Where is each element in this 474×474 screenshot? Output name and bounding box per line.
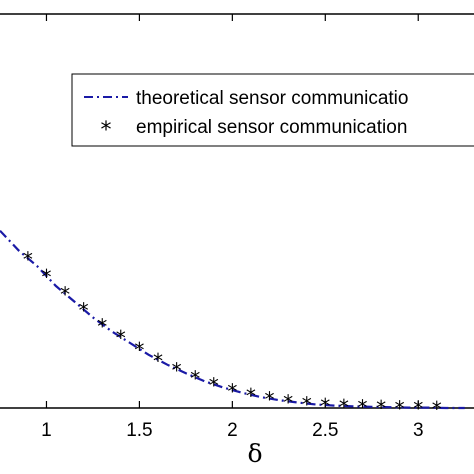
data-point-empirical: * — [395, 397, 405, 421]
x-axis-label: δ — [247, 439, 262, 468]
data-point-empirical: * — [153, 349, 163, 373]
x-axis-ticks: 1 1.5 2 2.5 3 — [41, 14, 424, 441]
x-tick-label: 2 — [227, 420, 238, 441]
data-point-empirical: * — [339, 395, 349, 419]
legend-label-empirical: empirical sensor communication — [136, 117, 407, 138]
data-point-empirical: * — [376, 396, 386, 420]
data-point-empirical: * — [116, 326, 126, 350]
x-tick-label: 1 — [41, 420, 52, 441]
data-point-empirical: * — [283, 390, 293, 414]
data-point-empirical: * — [42, 265, 52, 289]
axes — [0, 13, 474, 409]
data-point-empirical: * — [23, 247, 33, 271]
data-point-empirical: * — [432, 397, 442, 421]
data-point-empirical: * — [209, 373, 219, 397]
data-point-empirical: * — [358, 395, 368, 419]
data-point-empirical: * — [134, 338, 144, 362]
x-tick-label: 3 — [413, 420, 424, 441]
data-point-empirical: * — [60, 283, 70, 307]
data-point-empirical: * — [246, 384, 256, 408]
data-point-empirical: * — [97, 314, 107, 338]
data-point-empirical: * — [320, 394, 330, 418]
data-point-empirical: * — [172, 358, 182, 382]
series-line-theoretical — [0, 229, 465, 410]
data-point-empirical: * — [265, 388, 275, 412]
x-tick-label: 2.5 — [312, 420, 338, 441]
data-point-empirical: * — [413, 397, 423, 421]
legend: theoretical sensor communicatio * empiri… — [71, 73, 474, 147]
series-layer: * * * * * * * * * * * * * * * * * * * * * * * — [0, 229, 465, 421]
data-point-empirical: * — [190, 367, 200, 391]
legend-box — [71, 73, 474, 147]
data-point-empirical: * — [302, 393, 312, 417]
x-tick-label: 1.5 — [126, 420, 152, 441]
data-point-empirical: * — [79, 299, 89, 323]
legend-label-theoretical: theoretical sensor communicatio — [136, 88, 408, 109]
legend-marker-empirical: * — [101, 118, 112, 143]
data-point-empirical: * — [227, 379, 237, 403]
